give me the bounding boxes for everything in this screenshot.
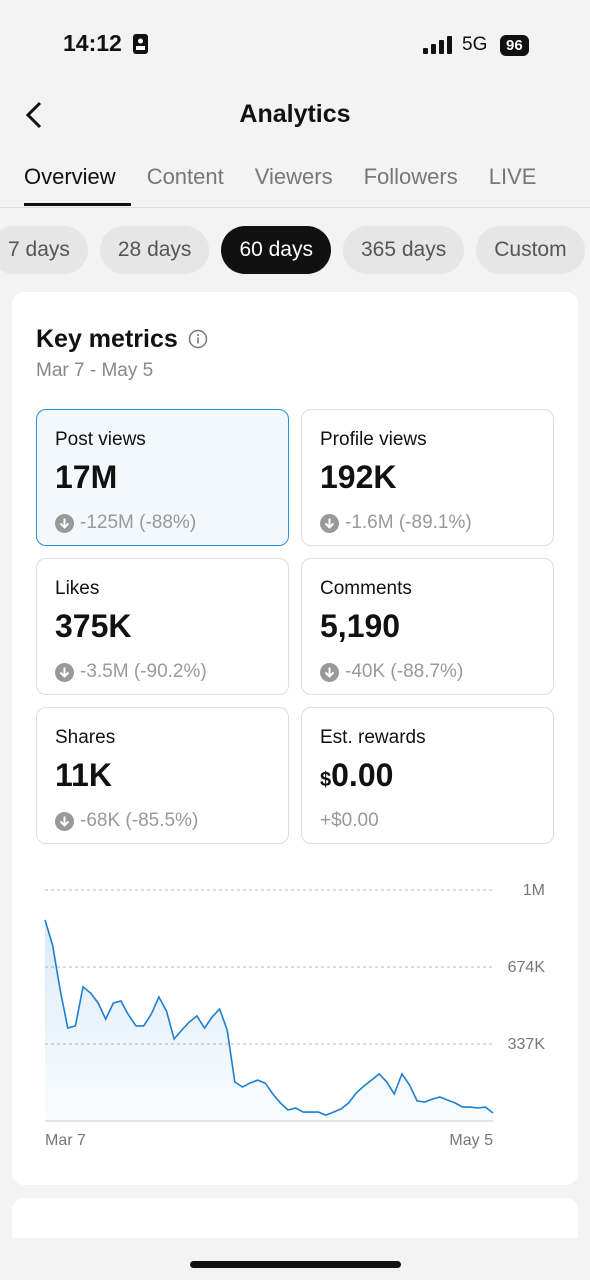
y-tick-label: 1M	[523, 882, 545, 899]
metric-label: Profile views	[320, 429, 427, 450]
metric-label: Shares	[55, 727, 116, 748]
change: -40K (-88.7%)	[345, 661, 464, 682]
metric-label: Likes	[55, 578, 100, 599]
y-tick-label: 674K	[508, 959, 546, 976]
period-chip[interactable]: 7 days	[0, 226, 88, 274]
area	[45, 919, 493, 1121]
next-card	[12, 1198, 578, 1238]
down-icon	[320, 662, 339, 682]
icon	[133, 34, 148, 54]
change: -1.6M (-89.1%)	[345, 512, 472, 533]
value: 192K	[320, 459, 397, 495]
signal-icon	[423, 36, 452, 54]
info-icon[interactable]	[188, 329, 208, 349]
battery: 96	[500, 35, 529, 56]
change: -3.5M (-90.2%)	[80, 661, 207, 682]
period-chip[interactable]: Custom	[476, 226, 585, 274]
metric-value: 5,190	[320, 608, 535, 645]
status-bar: 14:12 5G 96	[0, 0, 590, 90]
date-range: Mar 7 - May 5	[36, 360, 154, 381]
metric-card[interactable]: Est. rewards $0.00 +$0.00	[301, 707, 554, 844]
period-chips: 7 days 28 days 60 days 365 days Custom	[0, 226, 590, 274]
metric-change: -68K (-85.5%)	[55, 810, 270, 832]
value: 5,190	[320, 608, 401, 644]
value: 0.00	[331, 757, 394, 793]
metric-card[interactable]: Shares 11K -68K (-85.5%)	[36, 707, 289, 844]
metric-value: 192K	[320, 459, 535, 496]
metric-change: +$0.00	[320, 810, 535, 832]
metric-card[interactable]: Likes 375K -3.5M (-90.2%)	[36, 558, 289, 695]
metric-label: Est. rewards	[320, 727, 426, 748]
metric-change: -3.5M (-90.2%)	[55, 661, 270, 683]
metric-card[interactable]: Profile views 192K -1.6M (-89.1%)	[301, 409, 554, 546]
down-icon	[320, 513, 339, 533]
down-icon	[55, 513, 74, 533]
tab[interactable]: Content	[146, 164, 224, 189]
metric-value: 17M	[55, 459, 270, 496]
metric-change: -125M (-88%)	[55, 512, 270, 534]
back-button[interactable]	[22, 100, 46, 130]
period-chip[interactable]: 365 days	[343, 226, 465, 274]
period-chip[interactable]: 60 days	[221, 226, 331, 274]
time: 14:12	[63, 30, 122, 56]
metric-change: -40K (-88.7%)	[320, 661, 535, 683]
x-tick-label: May 5	[449, 1132, 493, 1149]
value: 17M	[55, 459, 118, 495]
metric-label: Post views	[55, 429, 146, 450]
metric-value: $0.00	[320, 757, 535, 794]
tabs: Overview Content Viewers Followers LIVE	[24, 164, 590, 206]
page-title: Analytics	[239, 100, 351, 128]
metric-value: 375K	[55, 608, 270, 645]
metric-card[interactable]: Post views 17M -125M (-88%)	[36, 409, 289, 546]
network: 5G	[462, 34, 488, 55]
change: -68K (-85.5%)	[80, 810, 199, 831]
metric-label: Comments	[320, 578, 412, 599]
value: 11K	[55, 757, 112, 793]
divider	[0, 207, 590, 208]
metric-card[interactable]: Comments 5,190 -40K (-88.7%)	[301, 558, 554, 695]
tab[interactable]: Viewers	[254, 164, 333, 189]
tab[interactable]: Overview	[24, 164, 131, 206]
section-title: Key metrics	[36, 325, 178, 353]
metric-value: 11K	[55, 757, 270, 794]
down-icon	[55, 662, 74, 682]
metric-change: -1.6M (-89.1%)	[320, 512, 535, 534]
change: +$0.00	[320, 810, 379, 831]
currency: $	[320, 769, 332, 791]
down-icon	[55, 811, 74, 831]
tab[interactable]: Followers	[363, 164, 458, 189]
period-chip[interactable]: 28 days	[99, 226, 210, 274]
change: -125M (-88%)	[80, 512, 197, 533]
x-tick-label: Mar 7	[45, 1132, 86, 1149]
chart: 337K 674K 1M Mar 7 May 5	[44, 882, 546, 1149]
home-indicator	[190, 1261, 401, 1268]
metric-grid: Post views 17M -125M (-88%) Profile views 19…	[36, 409, 554, 844]
tab[interactable]: LIVE	[488, 164, 537, 189]
y-tick-label: 337K	[508, 1036, 546, 1053]
line	[44, 919, 494, 1116]
value: 375K	[55, 608, 132, 644]
